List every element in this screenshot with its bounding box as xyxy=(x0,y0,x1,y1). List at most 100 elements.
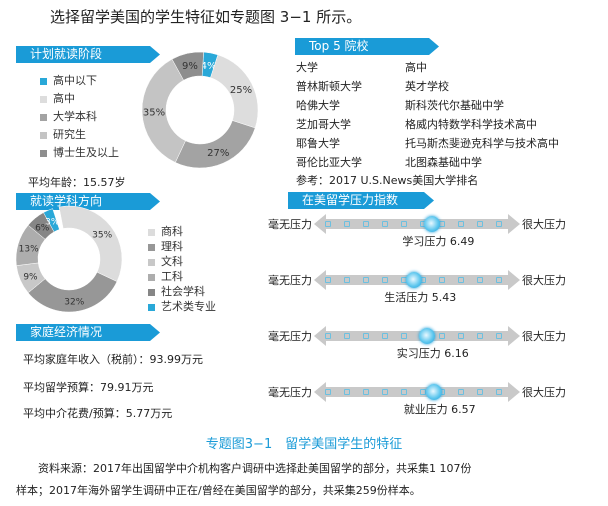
scale-dot xyxy=(382,277,388,283)
slice-label: 4% xyxy=(201,61,217,72)
scale-dot xyxy=(458,277,464,283)
pressure-left-label: 毫无压力 xyxy=(268,218,312,231)
arrow-right-icon xyxy=(508,270,520,290)
top5-header: Top 5 院校 xyxy=(295,38,439,55)
legend-swatch xyxy=(40,113,47,121)
arrow-right-icon xyxy=(508,382,520,402)
scale-dot xyxy=(496,333,502,339)
legend-label: 理科 xyxy=(161,240,183,253)
scale-dot xyxy=(477,277,483,283)
pressure-right-label: 很大压力 xyxy=(522,330,566,343)
pressure-indicator xyxy=(425,384,442,400)
donut-slice xyxy=(58,205,123,282)
pressure-indicator xyxy=(406,272,423,288)
scale-dot xyxy=(344,333,350,339)
pressure-indicator xyxy=(418,328,435,344)
scale-dot xyxy=(325,333,331,339)
scale-dot xyxy=(325,221,331,227)
col-university: 大学 xyxy=(296,61,318,74)
scale-dot xyxy=(382,389,388,395)
pressure-right-label: 很大压力 xyxy=(522,218,566,231)
slice-label: 9% xyxy=(182,61,198,72)
legend-item: 高中 xyxy=(40,90,75,106)
legend-item: 博士生及以上 xyxy=(40,144,119,160)
scale-dot xyxy=(363,389,369,395)
pressure-left-label: 毫无压力 xyxy=(268,274,312,287)
legend-item: 研究生 xyxy=(40,126,86,142)
pressure-value-label: 实习压力 6.16 xyxy=(396,347,469,360)
top5-reference: 参考：2017 U.S.News美国大学排名 xyxy=(296,174,479,187)
legend-item: 工科 xyxy=(148,268,183,284)
legend-item: 理科 xyxy=(148,238,183,254)
scale-dot xyxy=(363,333,369,339)
economy-budget: 平均留学预算：79.91万元 xyxy=(23,381,154,394)
pressure-right-label: 很大压力 xyxy=(522,274,566,287)
legend-swatch xyxy=(40,131,47,139)
highschool-name: 格威内特数学科学技术高中 xyxy=(405,118,537,131)
scale-dot xyxy=(363,221,369,227)
scale-dot xyxy=(325,389,331,395)
pressure-header: 在美留学压力指数 xyxy=(288,192,434,209)
legend-label: 艺术类专业 xyxy=(161,300,216,313)
scale-dot xyxy=(477,389,483,395)
university-name: 哈佛大学 xyxy=(296,99,340,112)
legend-item: 高中以下 xyxy=(40,72,97,88)
scale-dot xyxy=(439,333,445,339)
scale-dot xyxy=(420,389,426,395)
pressure-track xyxy=(324,219,510,229)
legend-swatch xyxy=(148,258,155,266)
pressure-value-label: 就业压力 6.57 xyxy=(403,403,476,416)
university-name: 耶鲁大学 xyxy=(296,137,340,150)
scale-dot xyxy=(401,333,407,339)
legend-label: 研究生 xyxy=(53,128,86,141)
legend-swatch xyxy=(148,243,155,251)
university-name: 芝加哥大学 xyxy=(296,118,351,131)
slice-label: 6% xyxy=(35,224,50,234)
economy-agency-fee: 平均中介花费/预算：5.77万元 xyxy=(23,407,173,420)
scale-dot xyxy=(458,333,464,339)
pressure-left-label: 毫无压力 xyxy=(268,330,312,343)
slice-label: 9% xyxy=(23,273,38,283)
legend-swatch xyxy=(148,273,155,281)
scale-dot xyxy=(496,221,502,227)
pressure-indicator xyxy=(424,216,441,232)
slice-label: 35% xyxy=(92,230,112,240)
highschool-name: 斯科茨代尔基础中学 xyxy=(405,99,504,112)
slice-label: 13% xyxy=(19,244,39,254)
university-name: 普林斯顿大学 xyxy=(296,80,362,93)
scale-dot xyxy=(477,333,483,339)
legend-label: 博士生及以上 xyxy=(53,146,119,159)
slice-label: 3% xyxy=(45,217,60,227)
scale-dot xyxy=(496,389,502,395)
arrow-left-icon xyxy=(314,382,326,402)
legend-item: 社会学科 xyxy=(148,283,205,299)
scale-dot xyxy=(439,277,445,283)
scale-dot xyxy=(496,277,502,283)
arrow-right-icon xyxy=(508,326,520,346)
stage-header: 计划就读阶段 xyxy=(16,46,160,63)
scale-dot xyxy=(458,389,464,395)
legend-item: 艺术类专业 xyxy=(148,298,216,314)
scale-dot xyxy=(344,389,350,395)
legend-swatch xyxy=(148,228,155,236)
arrow-right-icon xyxy=(508,214,520,234)
pressure-track xyxy=(324,331,510,341)
intro-text: 选择留学美国的学生特征如专题图 3−1 所示。 xyxy=(50,8,362,26)
highschool-name: 英才学校 xyxy=(405,80,449,93)
donut-slice xyxy=(174,120,256,169)
scale-dot xyxy=(458,221,464,227)
arrow-left-icon xyxy=(314,270,326,290)
scale-dot xyxy=(477,221,483,227)
subject-header: 就读学科方向 xyxy=(16,193,160,210)
legend-swatch xyxy=(40,77,47,85)
stage-donut-chart: 4% 25% 27% 35% 9% xyxy=(141,51,259,169)
scale-dot xyxy=(401,389,407,395)
col-highschool: 高中 xyxy=(405,61,427,74)
highschool-name: 托马斯杰斐逊克科学与技术高中 xyxy=(405,137,559,150)
slice-label: 35% xyxy=(143,107,165,118)
legend-label: 文科 xyxy=(161,255,183,268)
economy-header: 家庭经济情况 xyxy=(16,324,160,341)
legend-item: 大学本科 xyxy=(40,108,97,124)
scale-dot xyxy=(401,221,407,227)
